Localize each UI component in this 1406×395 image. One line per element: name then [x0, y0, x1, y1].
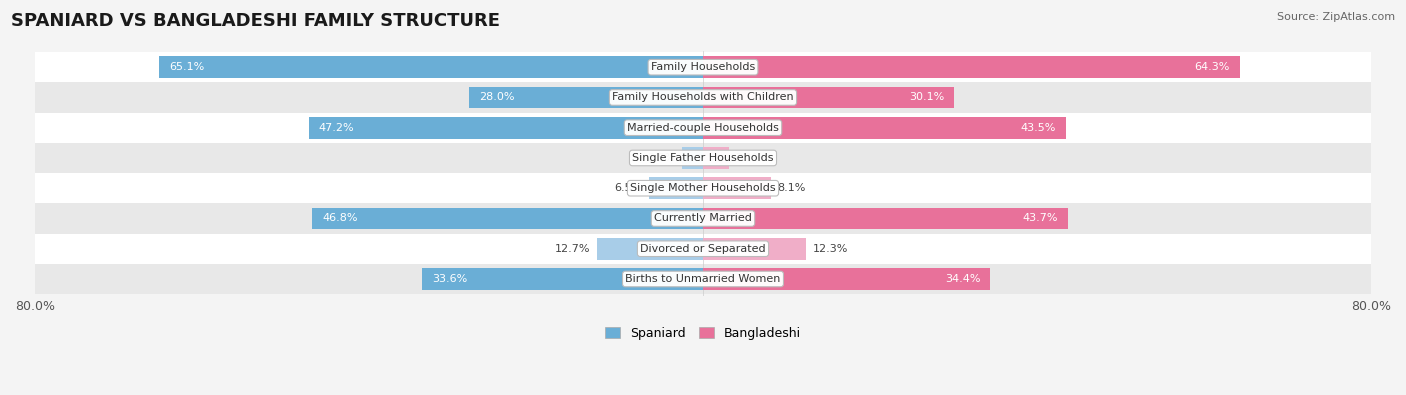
Text: 6.5%: 6.5% [614, 183, 643, 193]
Bar [703, 208, 1069, 229]
Bar [682, 147, 703, 169]
Bar [35, 233, 1371, 264]
Text: 43.5%: 43.5% [1021, 123, 1056, 133]
Bar [35, 82, 1371, 113]
Text: Single Father Households: Single Father Households [633, 153, 773, 163]
Bar [35, 203, 1371, 233]
Bar [35, 173, 1371, 203]
Text: Births to Unmarried Women: Births to Unmarried Women [626, 274, 780, 284]
Bar [598, 238, 703, 260]
Bar [312, 208, 703, 229]
Text: 28.0%: 28.0% [479, 92, 515, 102]
Text: 8.1%: 8.1% [778, 183, 806, 193]
Bar [703, 117, 1066, 139]
Bar [470, 87, 703, 108]
Text: 65.1%: 65.1% [170, 62, 205, 72]
Bar [159, 56, 703, 78]
Bar [648, 177, 703, 199]
Text: 33.6%: 33.6% [433, 274, 468, 284]
Text: 12.3%: 12.3% [813, 244, 848, 254]
Text: Married-couple Households: Married-couple Households [627, 123, 779, 133]
Legend: Spaniard, Bangladeshi: Spaniard, Bangladeshi [602, 323, 804, 343]
Bar [35, 113, 1371, 143]
Bar [703, 268, 990, 290]
Bar [703, 56, 1240, 78]
Text: 30.1%: 30.1% [910, 92, 945, 102]
Bar [35, 143, 1371, 173]
Bar [309, 117, 703, 139]
Bar [35, 264, 1371, 294]
Text: 64.3%: 64.3% [1195, 62, 1230, 72]
Text: 34.4%: 34.4% [945, 274, 980, 284]
Text: 12.7%: 12.7% [555, 244, 591, 254]
Text: Source: ZipAtlas.com: Source: ZipAtlas.com [1277, 12, 1395, 22]
Text: Single Mother Households: Single Mother Households [630, 183, 776, 193]
Bar [703, 238, 806, 260]
Bar [35, 52, 1371, 82]
Text: 43.7%: 43.7% [1022, 213, 1057, 224]
Text: 3.1%: 3.1% [735, 153, 763, 163]
Text: Currently Married: Currently Married [654, 213, 752, 224]
Bar [703, 87, 955, 108]
Bar [422, 268, 703, 290]
Text: 46.8%: 46.8% [322, 213, 357, 224]
Text: Family Households: Family Households [651, 62, 755, 72]
Text: Family Households with Children: Family Households with Children [612, 92, 794, 102]
Text: Divorced or Separated: Divorced or Separated [640, 244, 766, 254]
Text: 47.2%: 47.2% [319, 123, 354, 133]
Text: SPANIARD VS BANGLADESHI FAMILY STRUCTURE: SPANIARD VS BANGLADESHI FAMILY STRUCTURE [11, 12, 501, 30]
Bar [703, 147, 728, 169]
Bar [703, 177, 770, 199]
Text: 2.5%: 2.5% [647, 153, 675, 163]
